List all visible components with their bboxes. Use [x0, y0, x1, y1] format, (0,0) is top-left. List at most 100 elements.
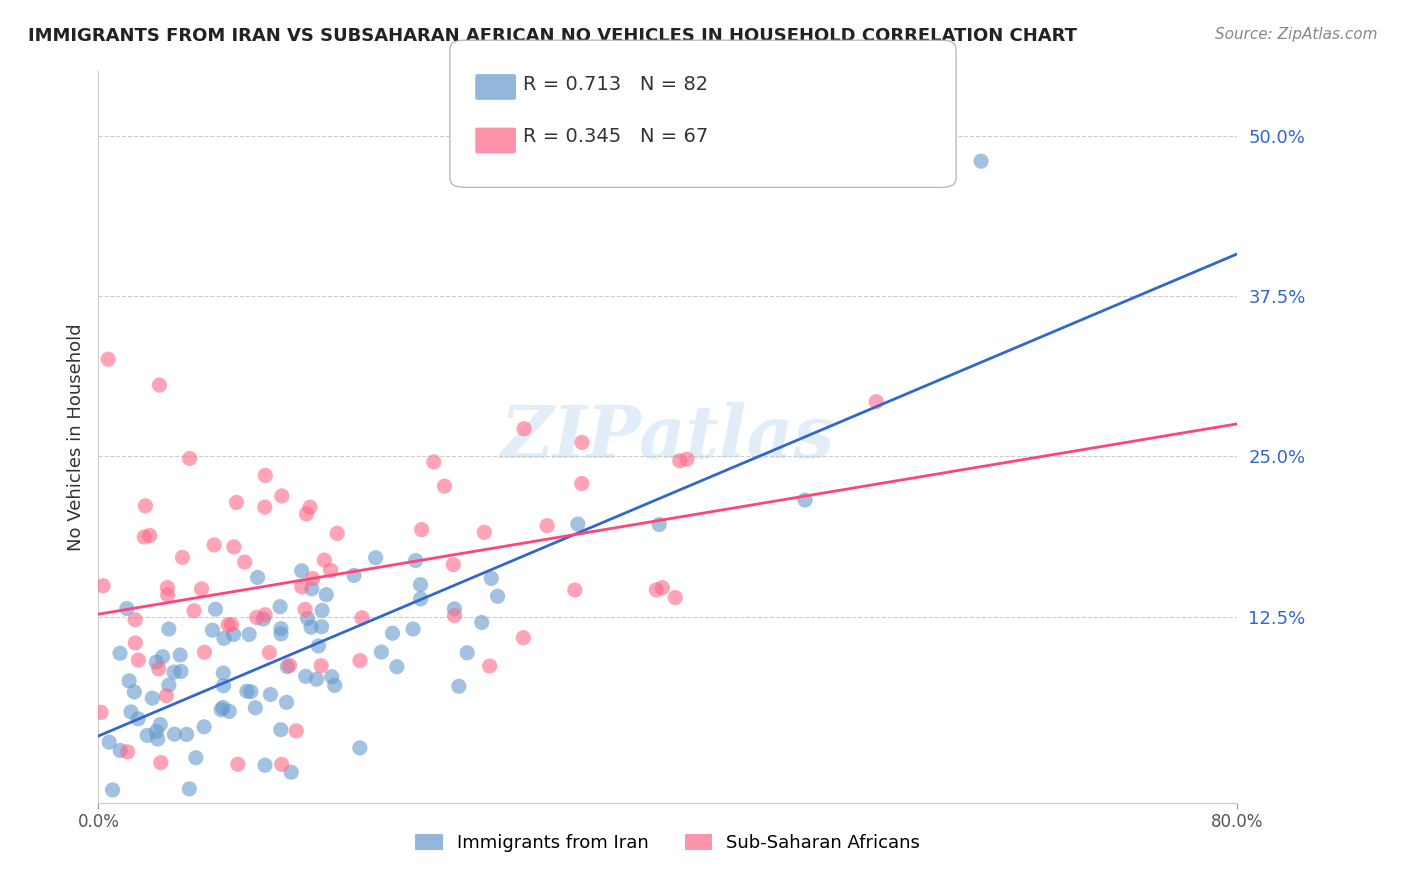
- Point: [218, 705, 240, 719]
- Point: [567, 517, 589, 532]
- Point: [136, 728, 159, 742]
- Point: [478, 659, 501, 673]
- Point: [270, 489, 292, 503]
- Point: [115, 601, 138, 615]
- Point: [794, 493, 817, 508]
- Point: [571, 476, 593, 491]
- Point: [176, 727, 198, 741]
- Point: [157, 622, 180, 636]
- Point: [970, 154, 993, 169]
- Point: [349, 654, 371, 668]
- Point: [307, 639, 329, 653]
- Point: [319, 563, 342, 577]
- Point: [259, 646, 281, 660]
- Point: [101, 783, 124, 797]
- Point: [865, 394, 887, 409]
- Point: [668, 454, 690, 468]
- Point: [294, 669, 316, 683]
- Point: [90, 706, 112, 720]
- Point: [170, 665, 193, 679]
- Point: [202, 538, 225, 552]
- Point: [134, 499, 156, 513]
- Point: [238, 627, 260, 641]
- Point: [98, 735, 121, 749]
- Point: [291, 564, 314, 578]
- Point: [443, 602, 465, 616]
- Point: [512, 631, 534, 645]
- Point: [309, 658, 332, 673]
- Point: [183, 604, 205, 618]
- Point: [225, 495, 247, 509]
- Point: [443, 608, 465, 623]
- Point: [321, 670, 343, 684]
- Point: [270, 723, 292, 737]
- Point: [291, 580, 314, 594]
- Point: [409, 591, 432, 606]
- Point: [664, 591, 686, 605]
- Point: [456, 646, 478, 660]
- Point: [278, 658, 301, 673]
- Point: [233, 555, 256, 569]
- Point: [163, 727, 186, 741]
- Point: [149, 717, 172, 731]
- Point: [441, 558, 464, 572]
- Text: R = 0.345   N = 67: R = 0.345 N = 67: [523, 127, 709, 146]
- Point: [163, 665, 186, 679]
- Point: [184, 750, 207, 764]
- Point: [110, 743, 132, 757]
- Legend: Immigrants from Iran, Sub-Saharan Africans: Immigrants from Iran, Sub-Saharan Africa…: [408, 827, 928, 860]
- Point: [409, 577, 432, 591]
- Point: [472, 525, 495, 540]
- Point: [148, 662, 170, 676]
- Point: [564, 582, 586, 597]
- Point: [124, 636, 146, 650]
- Point: [117, 745, 139, 759]
- Point: [134, 530, 156, 544]
- Point: [513, 422, 536, 436]
- Point: [156, 588, 179, 602]
- Text: Source: ZipAtlas.com: Source: ZipAtlas.com: [1215, 27, 1378, 42]
- Point: [323, 678, 346, 692]
- Point: [212, 665, 235, 680]
- Point: [276, 695, 298, 709]
- Point: [145, 724, 167, 739]
- Point: [486, 590, 509, 604]
- Point: [253, 758, 276, 772]
- Text: ZIPatlas: ZIPatlas: [501, 401, 835, 473]
- Point: [269, 599, 291, 614]
- Point: [651, 581, 673, 595]
- Point: [246, 610, 269, 624]
- Point: [209, 703, 232, 717]
- Point: [246, 570, 269, 584]
- Point: [314, 553, 336, 567]
- Point: [127, 712, 149, 726]
- Point: [148, 378, 170, 392]
- Point: [254, 607, 277, 622]
- Text: IMMIGRANTS FROM IRAN VS SUBSAHARAN AFRICAN NO VEHICLES IN HOUSEHOLD CORRELATION : IMMIGRANTS FROM IRAN VS SUBSAHARAN AFRIC…: [28, 27, 1077, 45]
- Point: [411, 523, 433, 537]
- Point: [152, 649, 174, 664]
- Point: [149, 756, 172, 770]
- Y-axis label: No Vehicles in Household: No Vehicles in Household: [66, 323, 84, 551]
- Point: [447, 679, 470, 693]
- Point: [97, 352, 120, 367]
- Point: [326, 526, 349, 541]
- Point: [145, 655, 167, 669]
- Point: [648, 517, 671, 532]
- Point: [127, 653, 149, 667]
- Point: [433, 479, 456, 493]
- Point: [471, 615, 494, 630]
- Point: [118, 673, 141, 688]
- Point: [349, 740, 371, 755]
- Point: [212, 679, 235, 693]
- Point: [479, 571, 502, 585]
- Point: [193, 720, 215, 734]
- Point: [259, 688, 281, 702]
- Point: [222, 627, 245, 641]
- Point: [124, 613, 146, 627]
- Point: [172, 550, 194, 565]
- Point: [311, 620, 333, 634]
- Point: [405, 553, 427, 567]
- Point: [270, 757, 292, 772]
- Point: [204, 602, 226, 616]
